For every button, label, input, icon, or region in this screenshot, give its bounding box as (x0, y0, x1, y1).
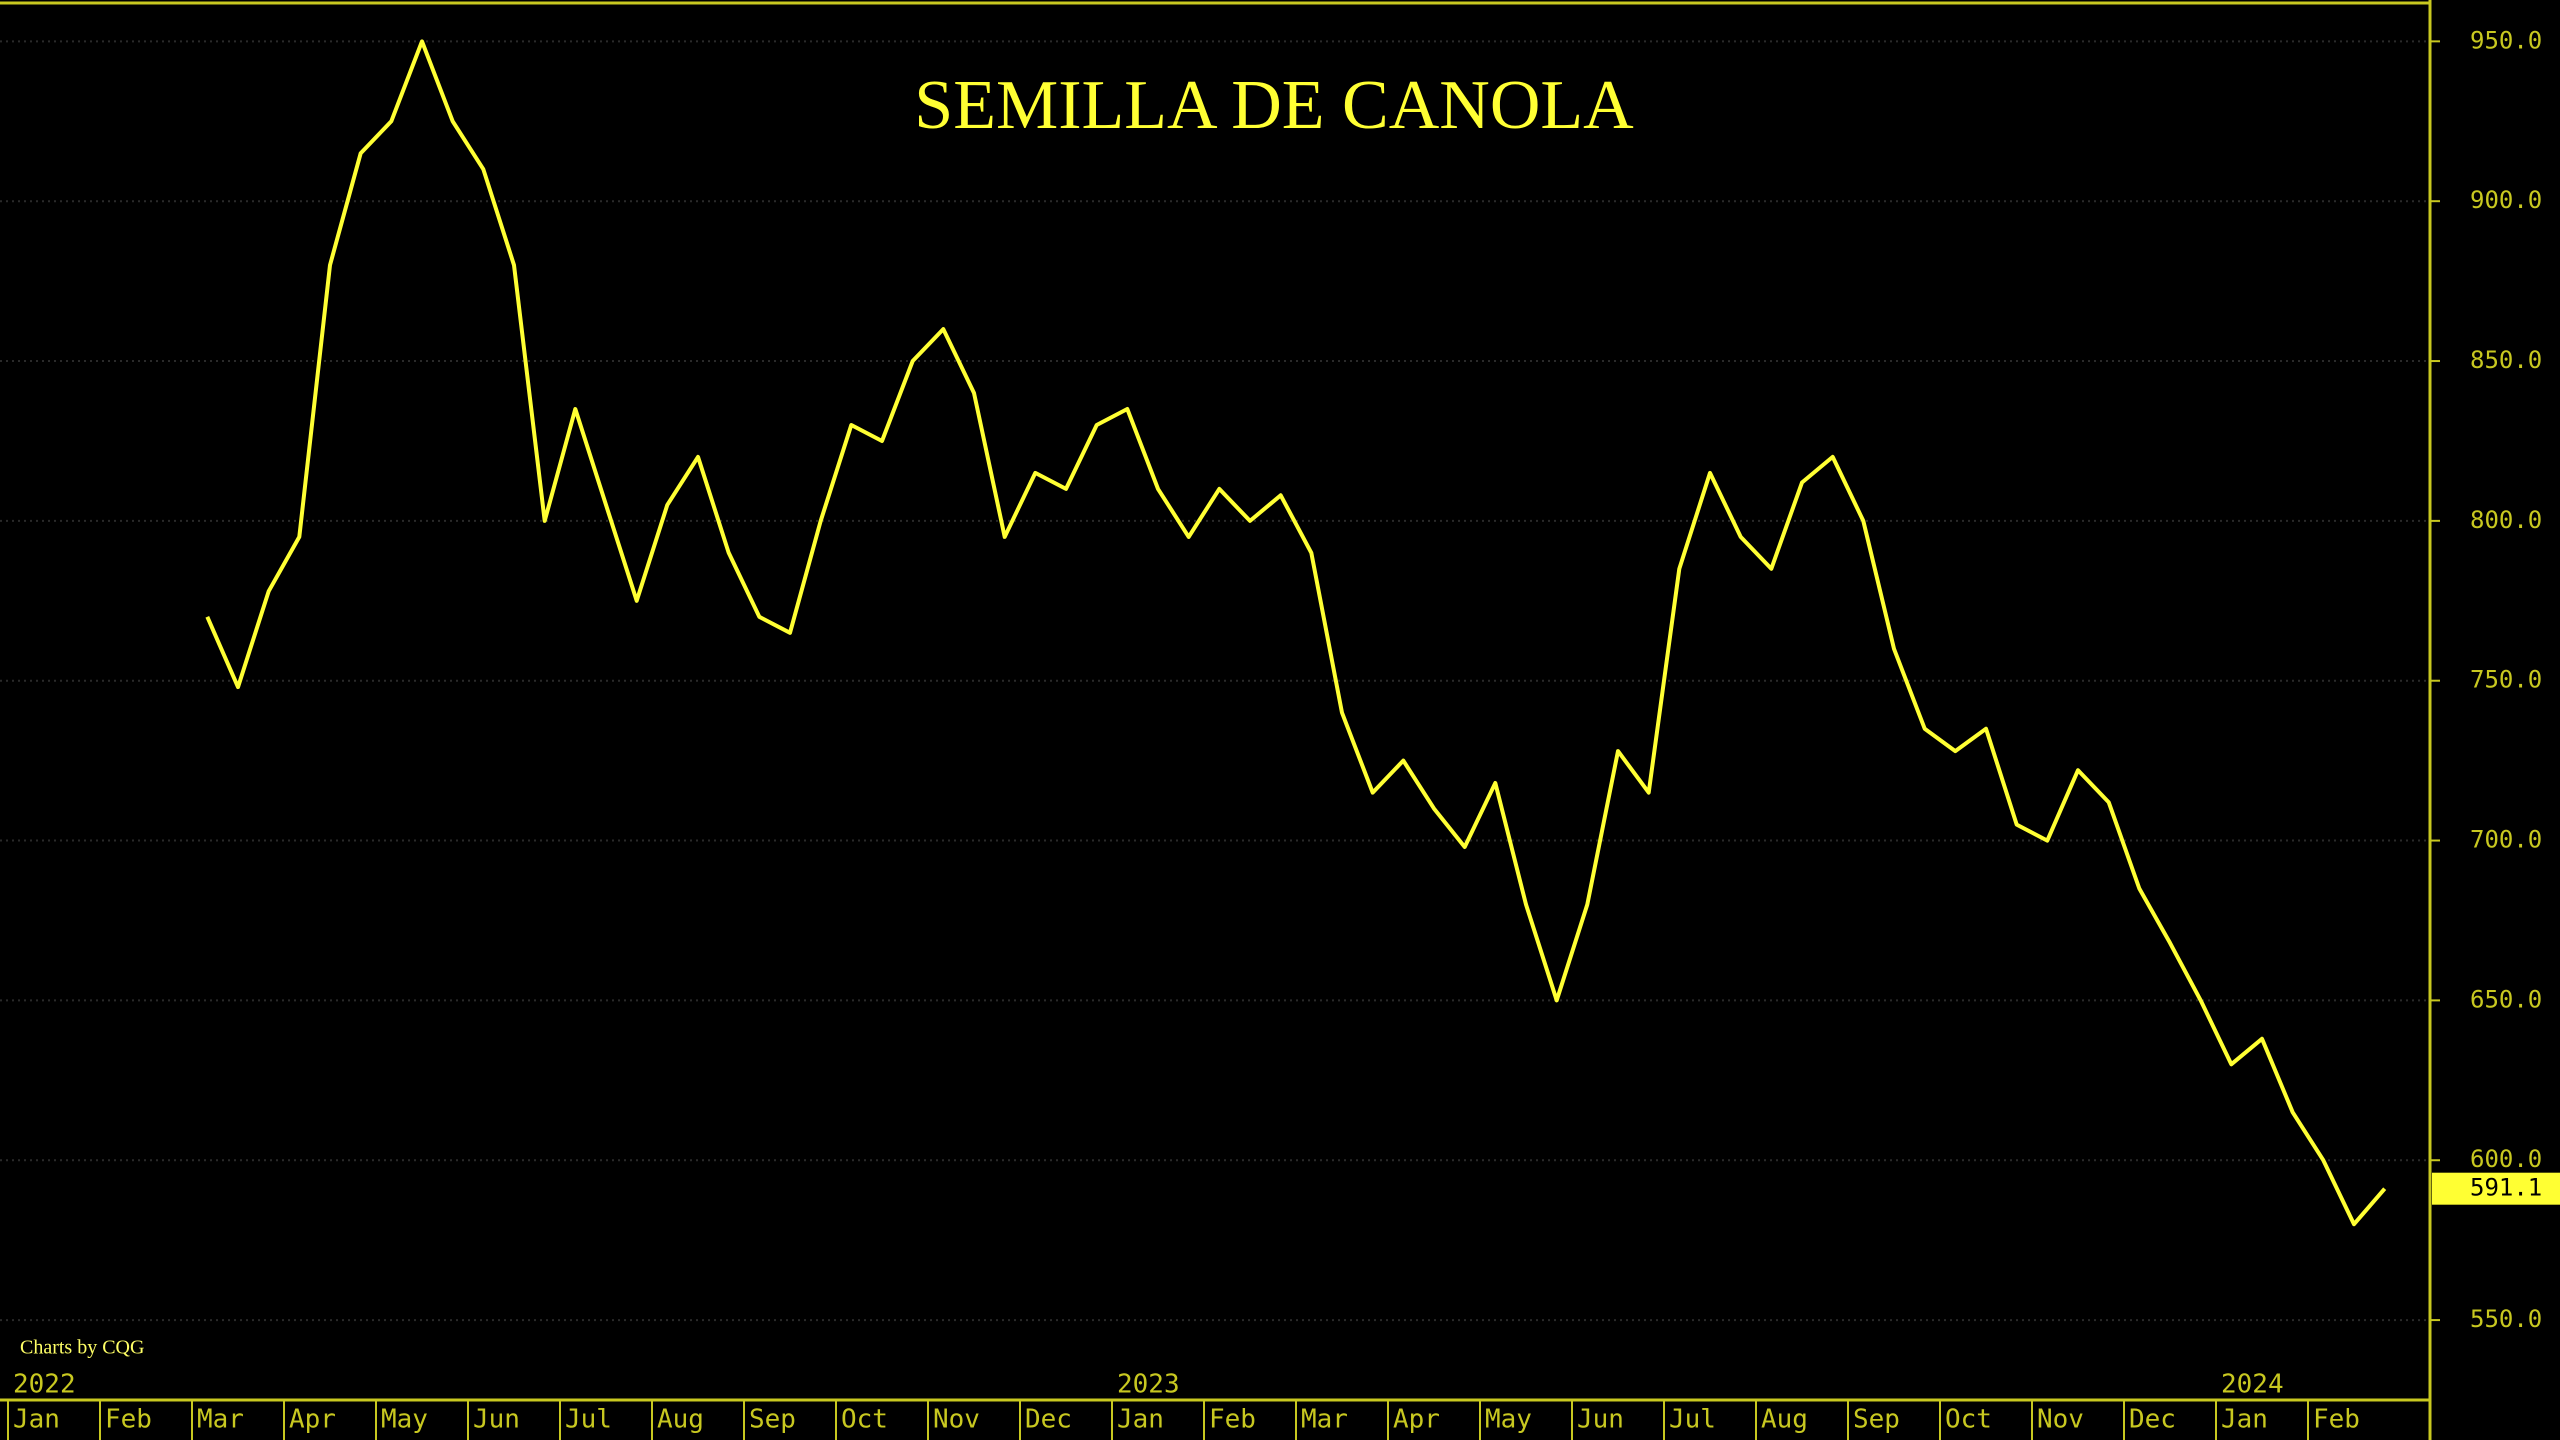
year-label: 2023 (1117, 1370, 1180, 1400)
chart-title: SEMILLA DE CANOLA (914, 67, 1634, 144)
price-line (205, 39, 2387, 1227)
x-tick-label: Jun (1577, 1405, 1624, 1435)
x-tick-label: Sep (1853, 1405, 1900, 1435)
y-tick-label: 550.0 (2470, 1305, 2542, 1333)
x-tick-label: Dec (1025, 1405, 1072, 1435)
x-tick-label: Jan (2221, 1405, 2268, 1435)
last-value-tag (2432, 1172, 2560, 1205)
x-tick-label: Feb (105, 1405, 152, 1435)
x-tick-label: Feb (1209, 1405, 1256, 1435)
x-tick-label: Oct (841, 1405, 888, 1435)
y-tick-label: 650.0 (2470, 985, 2542, 1013)
y-tick-label: 900.0 (2470, 186, 2542, 214)
x-tick-label: Feb (2313, 1405, 2360, 1435)
y-tick-label: 850.0 (2470, 346, 2542, 374)
x-tick-label: Apr (289, 1405, 336, 1435)
x-tick-label: Aug (1761, 1405, 1808, 1435)
y-tick-label: 700.0 (2470, 826, 2542, 854)
x-tick-label: Jun (473, 1405, 520, 1435)
year-label: 2024 (2221, 1370, 2284, 1400)
x-tick-label: Mar (1301, 1405, 1348, 1435)
last-value-label: 591.1 (2470, 1174, 2542, 1202)
y-tick-label: 800.0 (2470, 506, 2542, 534)
y-tick-label: 750.0 (2470, 666, 2542, 694)
x-tick-label: Aug (657, 1405, 704, 1435)
x-tick-label: Jan (1117, 1405, 1164, 1435)
x-tick-label: Nov (2037, 1405, 2084, 1435)
x-tick-label: Nov (933, 1405, 980, 1435)
x-tick-label: Mar (197, 1405, 244, 1435)
y-tick-label: 600.0 (2470, 1145, 2542, 1173)
x-tick-label: Jan (13, 1405, 60, 1435)
x-tick-label: Jul (565, 1405, 612, 1435)
year-label: 2022 (13, 1370, 76, 1400)
y-tick-label: 950.0 (2470, 26, 2542, 54)
x-tick-label: May (1485, 1405, 1532, 1435)
x-tick-label: Dec (2129, 1405, 2176, 1435)
x-tick-label: Sep (749, 1405, 796, 1435)
x-tick-label: Jul (1669, 1405, 1716, 1435)
x-tick-label: May (381, 1405, 428, 1435)
x-tick-label: Oct (1945, 1405, 1992, 1435)
x-tick-label: Apr (1393, 1405, 1440, 1435)
source-note: Charts by CQG (20, 1337, 144, 1359)
